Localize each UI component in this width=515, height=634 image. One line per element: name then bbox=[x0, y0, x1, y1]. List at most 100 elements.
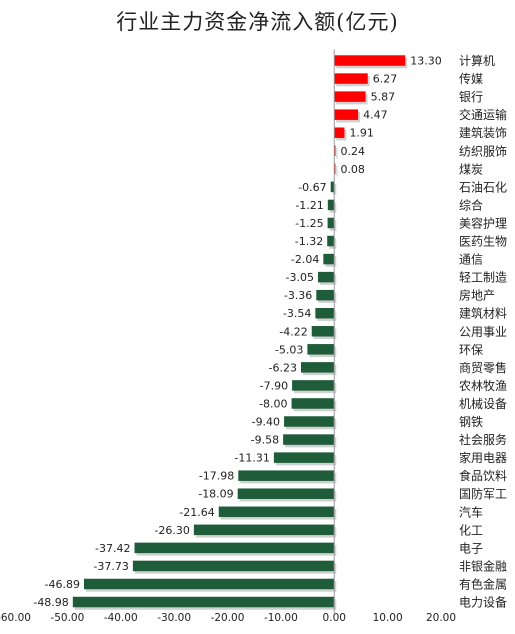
bar bbox=[193, 524, 335, 536]
bar-value-label: -11.31 bbox=[234, 452, 269, 465]
x-tick-label: -30.00 bbox=[157, 612, 191, 624]
bar-value-label: -9.58 bbox=[251, 434, 279, 447]
category-label: 美容护理 bbox=[459, 215, 507, 230]
bar bbox=[327, 217, 335, 229]
bar-value-label: 4.47 bbox=[363, 109, 388, 122]
bar-value-label: -8.00 bbox=[259, 397, 287, 410]
category-label: 轻工制造 bbox=[459, 271, 507, 285]
bar bbox=[83, 578, 335, 590]
bar bbox=[72, 596, 335, 608]
x-tick-label: -60.00 bbox=[0, 612, 31, 624]
x-tick-label: -20.00 bbox=[211, 612, 245, 624]
category-label: 银行 bbox=[459, 90, 483, 104]
bar bbox=[284, 416, 335, 427]
category-label: 钢铁 bbox=[459, 415, 483, 429]
category-label: 有色金属 bbox=[459, 576, 507, 591]
bar bbox=[283, 434, 335, 445]
category-label: 传媒 bbox=[459, 71, 483, 86]
bar bbox=[307, 344, 335, 355]
category-label: 建筑装饰 bbox=[459, 125, 507, 140]
bar bbox=[323, 253, 335, 265]
bar bbox=[330, 181, 335, 193]
bar-value-label: -7.90 bbox=[260, 379, 288, 392]
bar bbox=[316, 289, 335, 301]
bar-value-label: -18.09 bbox=[198, 488, 233, 501]
bar-value-label: -2.04 bbox=[291, 253, 319, 266]
bar-value-label: -1.32 bbox=[295, 235, 323, 248]
bar bbox=[327, 199, 335, 211]
bar-value-label: -6.23 bbox=[269, 361, 297, 374]
bar-value-label: -9.40 bbox=[252, 416, 280, 429]
category-label: 机械设备 bbox=[459, 396, 507, 411]
bar bbox=[315, 307, 335, 319]
category-label: 计算机 bbox=[459, 53, 495, 68]
bar bbox=[134, 542, 335, 554]
category-label: 农林牧渔 bbox=[459, 379, 507, 393]
bar-value-label: -48.98 bbox=[33, 596, 68, 609]
bar-value-label: -3.05 bbox=[286, 271, 314, 284]
bar-value-label: -37.73 bbox=[93, 560, 128, 573]
category-label: 家用电器 bbox=[459, 450, 507, 465]
bar bbox=[334, 163, 336, 175]
bar-value-label: 6.27 bbox=[373, 73, 398, 86]
bar-shadow bbox=[336, 166, 338, 177]
bar bbox=[334, 145, 336, 157]
bar bbox=[273, 452, 335, 463]
x-tick-label: 10.00 bbox=[373, 612, 403, 624]
bar-value-label: -3.54 bbox=[283, 307, 311, 320]
bar-value-label: 0.24 bbox=[341, 145, 366, 158]
category-label: 商贸零售 bbox=[459, 360, 507, 375]
bar-value-label: -46.89 bbox=[45, 578, 80, 591]
category-label: 国防军工 bbox=[459, 486, 507, 501]
category-label: 交通运输 bbox=[459, 107, 507, 122]
bar-value-label: -5.03 bbox=[275, 343, 303, 356]
bar bbox=[311, 326, 335, 337]
bar-value-label: -1.21 bbox=[295, 199, 323, 212]
category-label: 环保 bbox=[459, 343, 483, 357]
bar bbox=[317, 271, 335, 283]
bar bbox=[238, 470, 335, 481]
bar-value-label: -17.98 bbox=[199, 470, 234, 483]
chart-title: 行业主力资金净流入额(亿元) bbox=[116, 10, 399, 34]
bar bbox=[132, 560, 335, 572]
category-label: 建筑材料 bbox=[459, 306, 507, 321]
bar bbox=[291, 398, 335, 409]
bar-value-label: -26.30 bbox=[154, 524, 189, 537]
category-label: 电子 bbox=[459, 541, 483, 555]
category-label: 纺织服饰 bbox=[459, 144, 507, 158]
x-tick-label: -40.00 bbox=[104, 612, 138, 624]
bar bbox=[327, 235, 335, 247]
bar bbox=[237, 488, 335, 499]
bar-value-label: 1.91 bbox=[349, 127, 374, 140]
category-label: 公用事业 bbox=[459, 325, 507, 339]
bar bbox=[334, 73, 368, 84]
category-label: 石油石化 bbox=[459, 180, 507, 194]
bar-shadow bbox=[336, 148, 338, 159]
category-label: 煤炭 bbox=[459, 162, 483, 176]
bar bbox=[292, 380, 335, 391]
category-label: 通信 bbox=[459, 253, 483, 267]
bar-value-label: -37.42 bbox=[95, 542, 130, 555]
bar-value-label: 13.30 bbox=[410, 55, 442, 68]
category-label: 社会服务 bbox=[459, 432, 507, 447]
x-tick-label: 20.00 bbox=[426, 612, 456, 624]
bar-value-label: -0.67 bbox=[298, 181, 326, 194]
bar-value-label: -3.36 bbox=[284, 289, 312, 302]
category-label: 化工 bbox=[459, 523, 483, 537]
category-label: 非银金融 bbox=[459, 558, 507, 573]
category-label: 食品饮料 bbox=[459, 468, 507, 483]
bar-value-label: -1.25 bbox=[295, 217, 323, 230]
x-tick-label: -10.00 bbox=[264, 612, 298, 624]
bar bbox=[334, 109, 359, 120]
category-label: 综合 bbox=[459, 197, 483, 212]
category-label: 电力设备 bbox=[459, 596, 507, 610]
category-label: 汽车 bbox=[459, 504, 483, 519]
x-tick-label: -50.00 bbox=[50, 612, 84, 624]
bar bbox=[334, 55, 406, 66]
bar-value-label: -4.22 bbox=[279, 325, 307, 338]
bar-value-label: -21.64 bbox=[179, 506, 214, 519]
bar-value-label: 5.87 bbox=[371, 91, 396, 104]
category-label: 医药生物 bbox=[459, 235, 507, 249]
x-tick-label: 0.00 bbox=[323, 612, 346, 624]
